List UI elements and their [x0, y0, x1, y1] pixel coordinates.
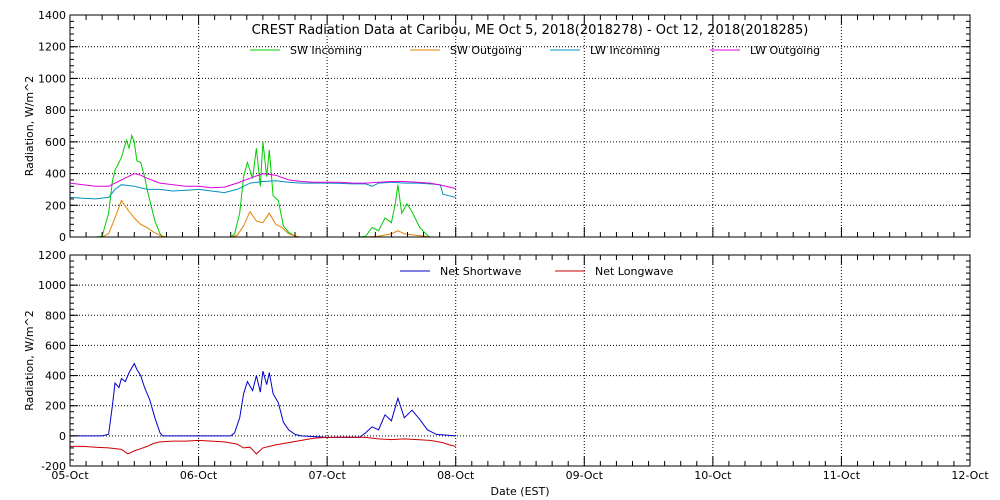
x-tick-label: 10-Oct	[694, 469, 732, 482]
series-line-net_shortwave	[70, 362, 456, 438]
bottom-panel-net-radiation: -200 0 200 400 600 800 1000 1200 05-Oct 06-Oct 07-…	[23, 249, 989, 482]
x-tick-label: 09-Oct	[566, 469, 604, 482]
x-tick-label: 11-Oct	[823, 469, 861, 482]
x-tick-label: 07-Oct	[308, 469, 346, 482]
chart-title: CREST Radiation Data at Caribou, ME Oct …	[252, 23, 809, 38]
series-line-lw_incoming	[69, 180, 456, 200]
top-ytick-label: 1000	[38, 72, 66, 85]
top-ytick-label: 1200	[38, 41, 66, 54]
legend-label-lw_incoming: LW Incoming	[590, 44, 660, 57]
top-ytick-label: 800	[45, 104, 66, 117]
bottom-ytick-label: 0	[59, 430, 66, 443]
bottom-y-axis-label: Radiation, W/m^2	[23, 310, 36, 411]
bottom-ytick-label: 1200	[38, 249, 66, 262]
bottom-ytick-label: 400	[45, 370, 66, 383]
bottom-ytick-label: 1000	[38, 279, 66, 292]
legend-label-sw_incoming: SW Incoming	[290, 44, 362, 57]
x-tick-label: 06-Oct	[180, 469, 218, 482]
legend-label-net_longwave: Net Longwave	[595, 265, 674, 278]
top-ytick-label: 200	[45, 199, 66, 212]
x-tick-label: 08-Oct	[437, 469, 475, 482]
top-panel-incoming-outgoing: 0 200 400 600 800 1000 1200 1400 Radiation, W/m^…	[23, 9, 971, 244]
bottom-ytick-label: -200	[41, 460, 66, 473]
top-ytick-label: 1400	[38, 9, 66, 22]
legend-label-net_shortwave: Net Shortwave	[440, 265, 522, 278]
x-tick-label: 12-Oct	[951, 469, 989, 482]
x-axis-label: Date (EST)	[490, 485, 549, 498]
top-ytick-label: 0	[59, 231, 66, 244]
bottom-ytick-label: 800	[45, 309, 66, 322]
series-line-net_longwave	[70, 436, 456, 455]
top-y-axis-label: Radiation, W/m^2	[23, 76, 36, 177]
top-ytick-label: 600	[45, 136, 66, 149]
bottom-ytick-label: 600	[45, 339, 66, 352]
legend-label-lw_outgoing: LW Outgoing	[750, 44, 820, 57]
x-tick-label: 05-Oct	[51, 469, 89, 482]
series-line-sw_outgoing	[70, 199, 456, 238]
series-line-lw_outgoing	[69, 173, 456, 190]
series-line-sw_incoming	[70, 133, 456, 238]
legend-label-sw_outgoing: SW Outgoing	[450, 44, 522, 57]
bottom-ytick-label: 200	[45, 400, 66, 413]
top-ytick-label: 400	[45, 168, 66, 181]
